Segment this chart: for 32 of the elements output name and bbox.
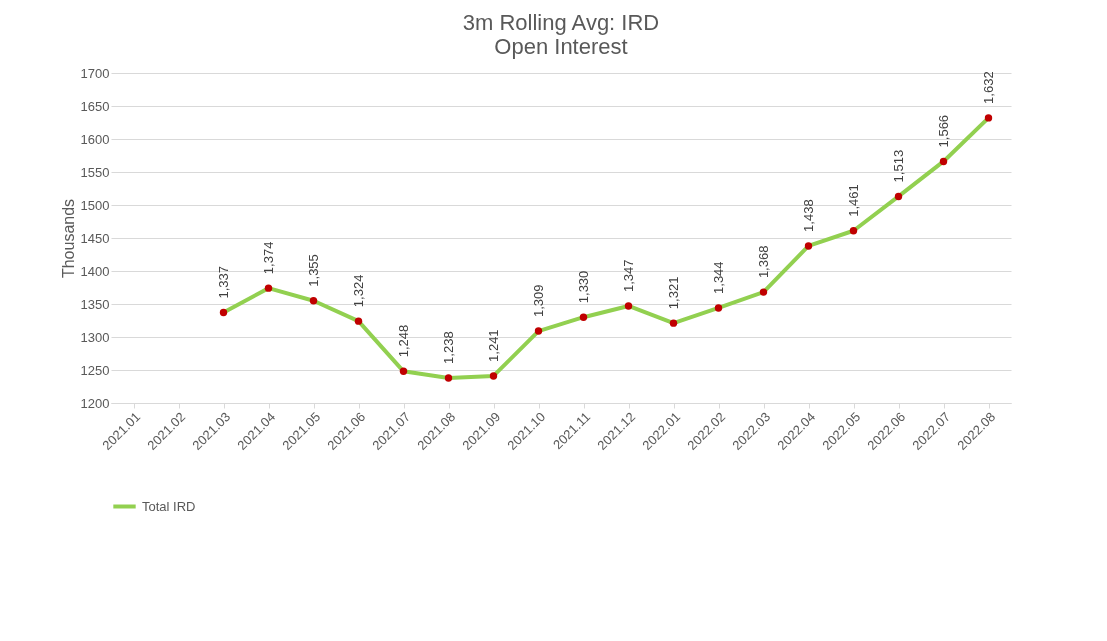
- data-label: 1,330: [575, 270, 591, 304]
- y-tick-label: 1300: [80, 329, 110, 345]
- data-label: 1,438: [800, 199, 816, 232]
- y-tick-label: 1500: [80, 197, 110, 213]
- data-label: 1,513: [890, 149, 906, 183]
- data-label: 1,566: [935, 114, 951, 148]
- data-label: 1,344: [710, 261, 726, 294]
- data-label: 1,309: [530, 284, 546, 318]
- y-tick-label: 1400: [80, 263, 110, 279]
- chart-title: 3m Rolling Avg: IRD Open Interest: [462, 10, 660, 59]
- data-label: 1,374: [260, 241, 276, 275]
- data-label: 1,347: [620, 259, 636, 292]
- legend-label: Total IRD: [142, 498, 196, 514]
- y-tick-label: 1650: [80, 98, 110, 114]
- y-tick-label: 1550: [80, 164, 110, 180]
- data-label: 1,238: [440, 331, 456, 364]
- data-label: 1,632: [980, 71, 996, 104]
- y-tick-label: 1200: [80, 395, 110, 411]
- data-label: 1,461: [845, 184, 861, 217]
- y-tick-label: 1450: [80, 230, 110, 246]
- y-axis-title: Thousands: [59, 198, 77, 279]
- data-label: 1,368: [755, 245, 771, 279]
- data-label: 1,355: [305, 254, 321, 287]
- y-tick-label: 1600: [80, 131, 110, 147]
- data-label: 1,321: [665, 276, 681, 310]
- y-tick-label: 1700: [80, 65, 110, 81]
- data-label: 1,248: [395, 324, 411, 358]
- y-tick-label: 1250: [80, 362, 110, 378]
- y-tick-label: 1350: [80, 296, 110, 312]
- data-label: 1,324: [350, 274, 366, 308]
- data-label: 1,337: [215, 266, 231, 299]
- data-label: 1,241: [485, 329, 501, 362]
